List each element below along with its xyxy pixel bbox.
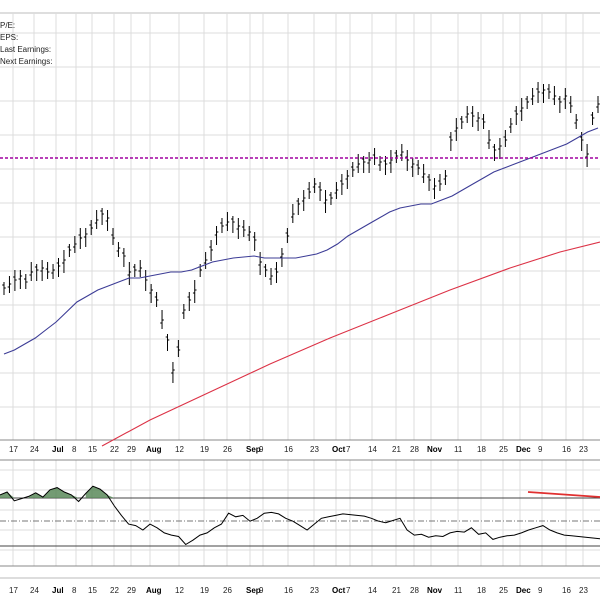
ind-x-tick-label: Sep (246, 586, 261, 595)
price-x-tick-label: 17 (9, 445, 18, 454)
ind-x-tick-label: 18 (477, 586, 486, 595)
eps-label: EPS: (0, 33, 19, 42)
indicator-layer (0, 485, 600, 547)
price-x-tick-label: 14 (368, 445, 377, 454)
stock-info-panel: P/E: EPS: Last Earnings: Next Earnings: (0, 20, 52, 68)
price-x-tick-label: 8 (72, 445, 77, 454)
price-x-tick-label: 18 (477, 445, 486, 454)
ind-x-tick-label: Aug (146, 586, 162, 595)
ind-x-tick-label: 11 (454, 586, 463, 595)
ind-x-tick-label: 21 (392, 586, 401, 595)
price-x-tick-label: 19 (200, 445, 209, 454)
ind-x-tick-label: 29 (127, 586, 136, 595)
next-earnings-label: Next Earnings: (0, 57, 53, 66)
price-x-tick-label: Dec (516, 445, 531, 454)
price-x-tick-label: Aug (146, 445, 162, 454)
ind-x-tick-label: 14 (368, 586, 377, 595)
grid-layer (0, 13, 600, 579)
ind-x-tick-label: 23 (310, 586, 319, 595)
ind-x-tick-label: 22 (110, 586, 119, 595)
last-earnings-label: Last Earnings: (0, 45, 52, 54)
price-x-tick-label: 28 (410, 445, 419, 454)
price-x-tick-label: 22 (110, 445, 119, 454)
price-x-tick-label: 11 (454, 445, 463, 454)
price-layer (0, 82, 600, 447)
ind-x-tick-label: 7 (346, 586, 351, 595)
price-x-tick-label: 12 (175, 445, 184, 454)
price-x-tick-label: 9 (259, 445, 264, 454)
ind-x-tick-label: 9 (259, 586, 264, 595)
price-x-tick-label: 29 (127, 445, 136, 454)
ind-x-tick-label: 9 (538, 586, 543, 595)
price-x-tick-label: 15 (88, 445, 97, 454)
price-x-tick-label: 25 (499, 445, 508, 454)
ind-x-tick-label: Dec (516, 586, 531, 595)
price-x-tick-label: Jul (52, 445, 64, 454)
indicator-overbought-fill (0, 486, 115, 498)
price-x-tick-label: 26 (223, 445, 232, 454)
ind-x-tick-label: 28 (410, 586, 419, 595)
price-x-tick-label: Nov (427, 445, 443, 454)
price-x-tick-label: 16 (284, 445, 293, 454)
axis-layer: 17 17 24 24 Jul Jul 8 8 15 15 22 22 29 29 Aug Aug 12 12 19… (9, 445, 588, 595)
indicator-trend-line (527, 491, 600, 498)
price-x-tick-label: Oct (332, 445, 346, 454)
price-x-tick-label: 24 (30, 445, 39, 454)
ind-x-tick-label: 19 (200, 586, 209, 595)
price-x-tick-label: 9 (538, 445, 543, 454)
ind-x-tick-label: 8 (72, 586, 77, 595)
price-x-tick-label: 7 (346, 445, 351, 454)
pe-label: P/E: (0, 21, 16, 30)
moving-average-long-line (101, 241, 600, 447)
ind-x-tick-label: 24 (30, 586, 39, 595)
ind-x-tick-label: 12 (175, 586, 184, 595)
price-x-tick-label: 23 (579, 445, 588, 454)
ind-x-tick-label: 15 (88, 586, 97, 595)
ind-x-tick-label: 25 (499, 586, 508, 595)
indicator-line (0, 485, 600, 546)
ind-x-tick-label: Jul (52, 586, 64, 595)
ind-x-tick-label: 26 (223, 586, 232, 595)
price-x-tick-label: Sep (246, 445, 261, 454)
ind-x-tick-label: 23 (579, 586, 588, 595)
ind-x-tick-label: 16 (284, 586, 293, 595)
ind-x-tick-label: Oct (332, 586, 346, 595)
price-x-tick-label: 21 (392, 445, 401, 454)
moving-average-short-line (3, 127, 599, 355)
price-x-tick-label: 23 (310, 445, 319, 454)
ind-x-tick-label: Nov (427, 586, 443, 595)
ind-x-tick-label: 16 (562, 586, 571, 595)
ind-x-tick-label: 17 (9, 586, 18, 595)
price-x-tick-label: 16 (562, 445, 571, 454)
